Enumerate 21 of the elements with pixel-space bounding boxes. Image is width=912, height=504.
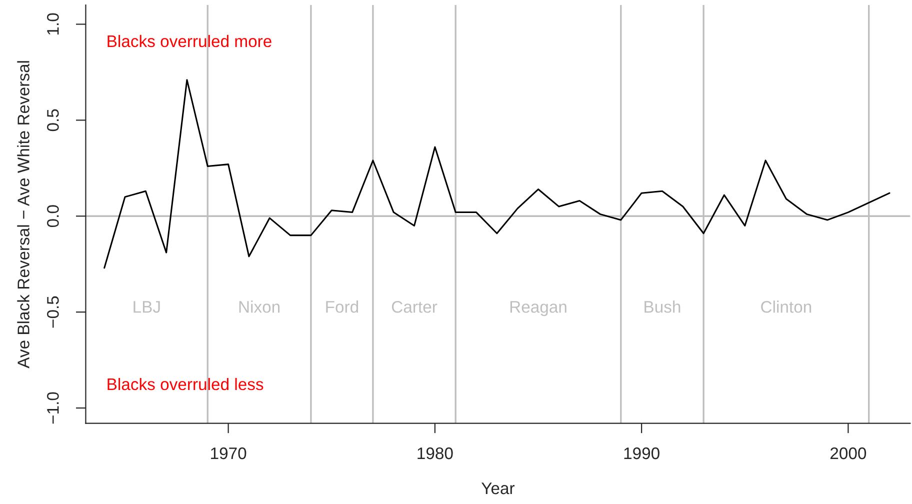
x-tick-label: 2000 bbox=[830, 447, 866, 460]
y-axis-title: Ave Black Reversal − Ave White Reversal bbox=[17, 61, 30, 368]
annotation: Reagan bbox=[510, 301, 566, 316]
y-tick-label: 0.5 bbox=[47, 109, 59, 132]
annotation: Blacks overruled less bbox=[108, 378, 264, 390]
x-tick-label: 1980 bbox=[418, 447, 453, 460]
x-tick-label: 1970 bbox=[211, 447, 246, 460]
line-series bbox=[104, 79, 890, 269]
y-tick-label: 0.0 bbox=[47, 205, 59, 228]
y-tick-label: −1.0 bbox=[47, 392, 59, 424]
annotation: Clinton bbox=[761, 300, 812, 313]
annotation: LBJ bbox=[134, 301, 160, 313]
annotation: Blacks overruled more bbox=[108, 34, 272, 48]
annotation: Bush bbox=[644, 300, 680, 313]
x-tick-label: 1990 bbox=[624, 447, 660, 460]
x-axis-title: Year bbox=[481, 482, 515, 494]
annotation: Ford bbox=[326, 300, 358, 313]
annotation: Carter bbox=[392, 300, 438, 313]
annotation: Nixon bbox=[239, 300, 280, 313]
y-tick-label: −0.5 bbox=[47, 296, 59, 328]
y-tick-label: 1.0 bbox=[47, 13, 59, 35]
